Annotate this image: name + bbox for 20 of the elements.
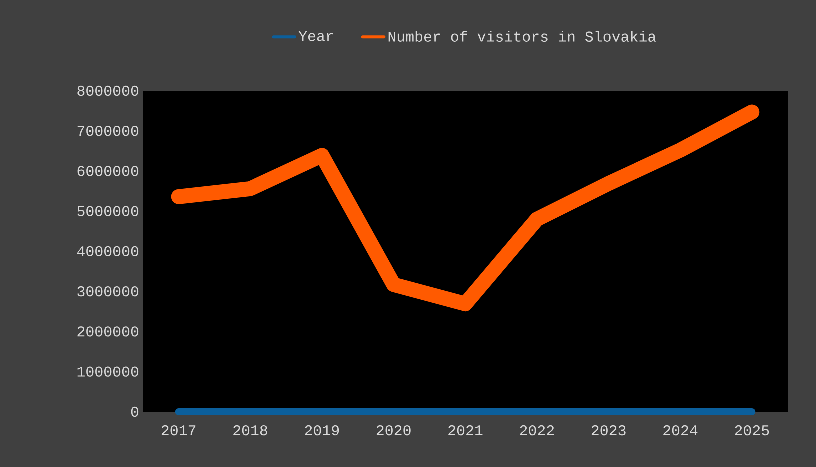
x-tick-label: 2022 <box>520 426 554 436</box>
y-tick-label: 6000000 <box>78 166 139 176</box>
x-tick-label: 2018 <box>234 426 268 436</box>
legend-label: Year <box>298 31 334 42</box>
y-tick-label: 5000000 <box>78 206 139 216</box>
x-tick-label: 2019 <box>305 426 340 436</box>
x-tick-label: 2017 <box>162 426 196 436</box>
y-tick-label: 1000000 <box>78 366 139 377</box>
y-tick-label: 3000000 <box>78 286 139 297</box>
x-tick-label: 2020 <box>376 426 411 436</box>
x-tick-label: 2024 <box>664 426 698 436</box>
x-tick-label: 2021 <box>448 426 483 436</box>
y-tick-label: 4000000 <box>77 246 139 257</box>
x-tick-label: 2023 <box>592 426 626 436</box>
x-tick-label: 2025 <box>735 426 770 436</box>
y-tick-label: 2000000 <box>78 326 139 337</box>
y-tick-label: 7000000 <box>78 126 139 136</box>
y-tick-label: 8000000 <box>78 86 139 96</box>
y-tick-label: 0 <box>131 406 139 418</box>
legend-label: Number of visitors in Slovakia <box>388 30 656 42</box>
